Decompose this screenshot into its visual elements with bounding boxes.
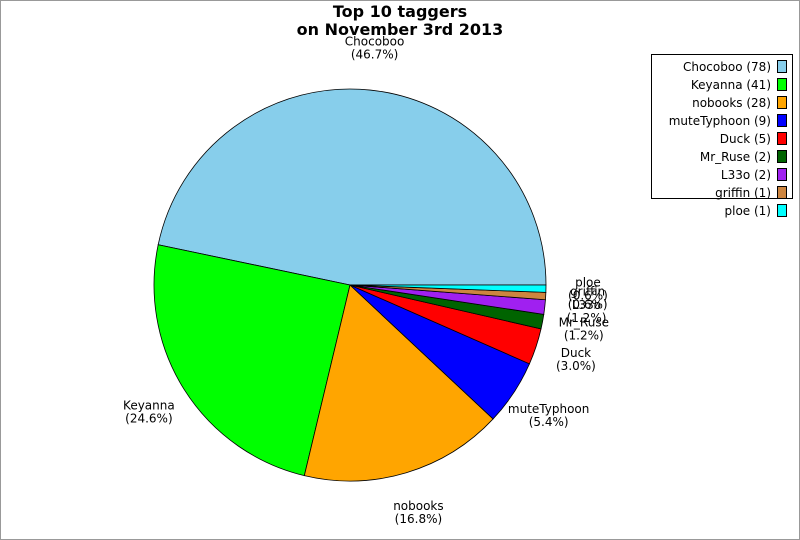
slice-value-label: (0.6%) [568, 288, 608, 302]
slice-value-label: (3.0%) [556, 359, 596, 373]
legend-label: nobooks (28) [692, 96, 771, 110]
slice-label: ploe [575, 275, 601, 289]
legend-swatch [777, 60, 787, 73]
pie-slice [303, 284, 494, 482]
pie-slice [153, 244, 351, 477]
pie-slice [157, 88, 547, 286]
legend-swatch [777, 204, 787, 217]
slice-label: Chocoboo [345, 34, 405, 48]
legend-label: griffin (1) [715, 186, 771, 200]
pie-slice [349, 284, 547, 293]
slice-label: griffin [570, 284, 605, 298]
chart-title: on November 3rd 2013 [297, 20, 504, 39]
legend-label: Duck (5) [720, 132, 771, 146]
legend-label: ploe (1) [725, 204, 772, 218]
legend-box [651, 54, 793, 199]
legend-label: L33o (2) [721, 168, 771, 182]
slice-label: Duck [561, 346, 591, 360]
legend-swatch [777, 186, 787, 199]
slice-label: L33o [572, 298, 601, 312]
slice-label: Keyanna [123, 398, 175, 412]
legend-label: Keyanna (41) [691, 78, 771, 92]
legend-swatch [777, 150, 787, 163]
slice-value-label: (1.2%) [567, 311, 607, 325]
slice-value-label: (16.8%) [395, 512, 442, 526]
slice-label: muteTyphoon [508, 402, 589, 416]
legend-swatch [777, 168, 787, 181]
legend-swatch [777, 132, 787, 145]
legend-swatch [777, 78, 787, 91]
slice-label: nobooks [393, 499, 443, 513]
slice-value-label: (5.4%) [529, 415, 569, 429]
legend-swatch [777, 114, 787, 127]
slice-value-label: (1.2%) [564, 329, 604, 343]
legend-label: muteTyphoon (9) [669, 114, 771, 128]
chart-title: Top 10 taggers [333, 2, 467, 21]
slice-label: Mr_Ruse [559, 316, 609, 330]
legend-label: Mr_Ruse (2) [700, 150, 771, 164]
legend-label: Chocoboo (78) [683, 60, 771, 74]
slice-value-label: (0.6%) [568, 297, 608, 311]
slice-value-label: (24.6%) [125, 411, 172, 425]
slice-value-label: (46.7%) [351, 47, 398, 61]
legend-swatch [777, 96, 787, 109]
